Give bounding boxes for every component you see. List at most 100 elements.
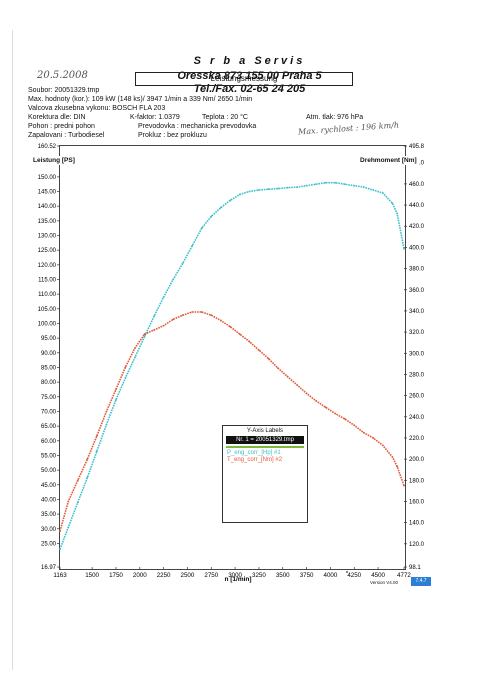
power-point (381, 192, 384, 194)
torque-point (95, 434, 98, 437)
y-left-tick-label: 25.00 (41, 541, 57, 547)
info-atm: Atm. tlak: 976 hPa (306, 114, 364, 121)
y-left-tick-label: 120.00 (38, 263, 57, 269)
y-left-tick-label: 85.00 (41, 365, 57, 371)
torque-point (76, 479, 79, 482)
torque-point (315, 400, 318, 402)
company-name: S r b a Servis (193, 55, 306, 67)
y-left-tick-label: 55.00 (41, 453, 57, 459)
y-left-tick-label: 65.00 (41, 424, 57, 430)
y-left-tick-label: 110.00 (38, 292, 57, 298)
torque-point (277, 367, 279, 369)
x-tick-label: 4250 (347, 572, 361, 579)
torque-series-line (59, 311, 405, 532)
power-point (258, 189, 260, 191)
torque-point (381, 444, 384, 447)
power-point (105, 423, 108, 426)
power-point (210, 215, 213, 218)
y-right-tick-label: 440.0 (409, 203, 425, 209)
x-axis-label: n [1/min] (224, 576, 251, 583)
x-tick-label: 4500 (371, 572, 385, 579)
y-left-tick-label: 90.00 (41, 351, 57, 357)
torque-point (162, 324, 165, 327)
y-left-tick-label: 105.00 (38, 307, 57, 313)
y-right-tick-label: 300.0 (409, 351, 425, 357)
torque-point (258, 349, 260, 351)
y-right-tick-label: 200.0 (409, 457, 425, 463)
power-point (391, 202, 394, 205)
power-point (95, 450, 98, 452)
y-right-tick-label: 98.1 (409, 565, 421, 571)
info-kfaktor: K-faktor: 1.0379 (130, 114, 180, 121)
handwritten-date: 20.5.2008 (37, 70, 88, 81)
info-soubor: Soubor: 20051329.tmp (28, 87, 100, 94)
torque-point (67, 500, 70, 503)
power-point (324, 181, 327, 184)
power-point (362, 186, 365, 189)
report-sheet (12, 30, 437, 670)
power-series-line (59, 181, 405, 550)
torque-point (59, 530, 61, 533)
legend-box: Y-Axis Labels Nr. 1 = 20051329.tmp P_eng… (222, 425, 308, 523)
power-point (67, 526, 70, 529)
power-point (143, 335, 146, 338)
power-point (353, 184, 356, 187)
power-point (134, 356, 136, 359)
torque-point (391, 456, 394, 458)
power-point (305, 184, 308, 187)
y-left-tick-label: 115.00 (38, 277, 57, 283)
y-right-tick-label: 120.0 (409, 542, 425, 548)
power-point (181, 262, 184, 265)
power-point (396, 212, 399, 215)
y-left-tick-label: 70.00 (41, 409, 57, 415)
torque-point (267, 357, 270, 360)
y-left-tick-label: 30.00 (41, 527, 57, 533)
y-left-tick-label: 75.00 (41, 395, 57, 401)
info-teplota: Teplota : 20 °C (202, 114, 248, 121)
small-mark (346, 571, 348, 573)
x-tick-label: 3500 (276, 572, 290, 579)
torque-point (353, 424, 356, 427)
power-point (76, 501, 79, 504)
info-max: Max. hodnoty (kor.): 109 kW (148 ks)/ 39… (28, 96, 253, 103)
y-right-tick-label: 360.0 (409, 288, 425, 294)
torque-point (210, 314, 213, 317)
x-tick-label: 2500 (181, 572, 195, 579)
y-left-tick-label: 100.00 (38, 321, 57, 327)
x-tick-label: 3750 (300, 572, 314, 579)
y-left-tick-label: 16.97 (41, 565, 57, 571)
y-left-tick-label: 95.00 (41, 336, 57, 342)
x-tick-label: 3250 (252, 572, 266, 579)
report-title: Leistungsmessung (135, 72, 353, 86)
y-right-tick-label: 140.0 (409, 521, 425, 527)
legend-title: Y-Axis Labels (246, 428, 284, 434)
y-right-tick-label: 160.0 (409, 499, 425, 505)
torque-point (286, 375, 289, 378)
y-right-tick-label: 320.0 (409, 330, 425, 336)
y-right-tick-label: 260.0 (409, 394, 425, 400)
torque-point (362, 431, 365, 434)
y-right-tick-label: 220.0 (409, 436, 425, 442)
y-right-tick-label: 340.0 (409, 309, 425, 315)
power-point (238, 193, 241, 196)
y-left-tick-label: 35.00 (41, 512, 57, 518)
plot-frame (59, 145, 406, 570)
power-point (124, 376, 127, 379)
torque-point (143, 333, 146, 336)
torque-point (191, 311, 194, 313)
torque-point (334, 412, 337, 415)
torque-point (229, 325, 232, 328)
power-point (403, 247, 405, 250)
y-right-tick-label: 380.0 (409, 267, 425, 273)
y-right-tick-label: 240.0 (409, 415, 425, 421)
left-axis-label: Leistung [PS] (31, 156, 77, 165)
legend-file: Nr. 1 = 20051329.tmp (226, 436, 304, 444)
legend-series-torque: T_eng_corr_[Nm] #2 (227, 457, 283, 463)
power-point (334, 181, 337, 184)
power-point (229, 199, 232, 202)
y-left-tick-label: 140.00 (38, 204, 57, 210)
torque-point (134, 347, 136, 349)
y-right-tick-label: 420.0 (409, 224, 425, 230)
y-right-tick-label: 495.8 (409, 144, 425, 150)
x-tick-label: 2250 (157, 572, 171, 579)
